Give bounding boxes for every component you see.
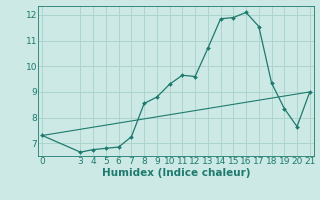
X-axis label: Humidex (Indice chaleur): Humidex (Indice chaleur): [102, 168, 250, 178]
